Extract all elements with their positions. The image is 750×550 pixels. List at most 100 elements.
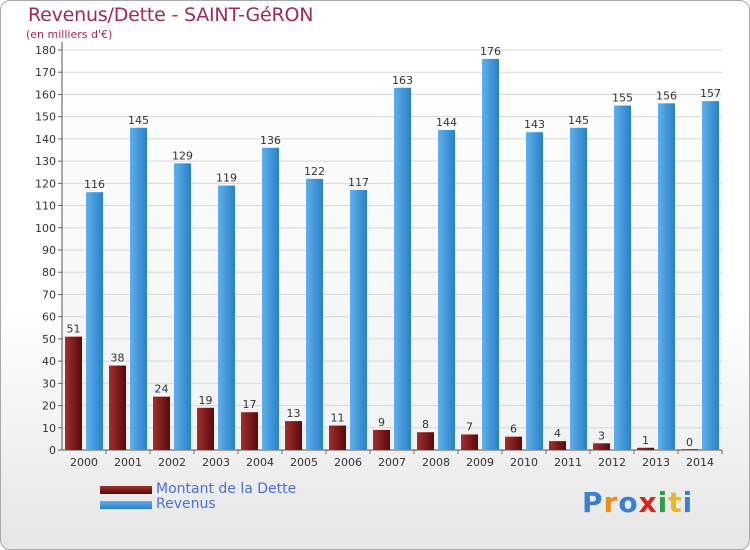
x-tick-label: 2012	[598, 456, 626, 469]
data-label-debt: 6	[510, 423, 517, 436]
x-tick-label: 2003	[202, 456, 230, 469]
data-label-debt: 17	[243, 398, 257, 411]
logo-letter: r	[603, 486, 619, 519]
x-tick-label: 2013	[642, 456, 670, 469]
y-tick-label: 140	[35, 133, 56, 146]
logo-letter: i	[682, 486, 694, 519]
bar-revenue-2003	[218, 185, 235, 451]
bar-revenue-2001	[130, 127, 147, 451]
bar-debt-2003	[197, 407, 214, 450]
logo-letter: x	[638, 486, 658, 519]
bar-debt-2012	[593, 443, 610, 450]
data-label-revenue: 163	[392, 74, 413, 87]
data-label-revenue: 145	[568, 114, 589, 127]
data-label-revenue: 129	[172, 149, 193, 162]
bar-revenue-2000	[86, 192, 103, 450]
y-tick-label: 90	[42, 244, 56, 257]
logo-letter: i	[657, 486, 669, 519]
legend-label-debt: Montant de la Dette	[156, 481, 297, 497]
bar-debt-2014	[681, 449, 698, 450]
bar-revenue-2009	[482, 58, 499, 451]
x-tick-label: 2005	[290, 456, 318, 469]
bar-debt-2000	[65, 336, 82, 450]
bar-revenue-2010	[526, 132, 543, 450]
bar-debt-2001	[109, 365, 126, 450]
data-label-revenue: 143	[524, 118, 545, 131]
data-label-debt: 7	[466, 420, 473, 433]
data-label-revenue: 156	[656, 89, 677, 102]
y-tick-label: 110	[35, 200, 56, 213]
y-tick-label: 170	[35, 66, 56, 79]
bar-debt-2009	[461, 434, 478, 450]
data-label-revenue: 117	[348, 176, 369, 189]
bar-revenue-2011	[570, 127, 587, 451]
x-tick-label: 2001	[114, 456, 142, 469]
y-tick-label: 50	[42, 333, 56, 346]
y-tick-label: 130	[35, 155, 56, 168]
y-tick-label: 10	[42, 422, 56, 435]
legend-swatch-debt	[100, 486, 152, 494]
data-label-debt: 38	[111, 352, 125, 365]
axis-layer: 0102030405060708090100110120130140150160…	[35, 42, 723, 469]
y-tick-label: 30	[42, 377, 56, 390]
x-tick-label: 2008	[422, 456, 450, 469]
logo-letter: o	[618, 486, 639, 519]
logo-letter: P	[582, 486, 604, 519]
data-label-debt: 8	[422, 418, 429, 431]
legend-swatch-revenue	[100, 501, 152, 509]
y-tick-label: 80	[42, 266, 56, 279]
data-label-revenue: 136	[260, 134, 281, 147]
bar-revenue-2002	[174, 163, 191, 451]
x-tick-label: 2007	[378, 456, 406, 469]
x-tick-label: 2014	[686, 456, 714, 469]
data-label-revenue: 122	[304, 165, 325, 178]
data-label-debt: 11	[331, 412, 345, 425]
bar-debt-2004	[241, 412, 258, 450]
data-label-revenue: 145	[128, 114, 149, 127]
data-label-debt: 9	[378, 416, 385, 429]
x-tick-label: 2010	[510, 456, 538, 469]
bar-revenue-2007	[394, 87, 411, 451]
bar-debt-2007	[373, 430, 390, 450]
bar-revenue-2005	[306, 178, 323, 450]
data-label-debt: 4	[554, 427, 561, 440]
x-tick-label: 2002	[158, 456, 186, 469]
bar-debt-2002	[153, 396, 170, 450]
data-label-debt: 1	[642, 434, 649, 447]
data-label-debt: 51	[67, 323, 81, 336]
bar-debt-2008	[417, 432, 434, 450]
data-label-revenue: 116	[84, 178, 105, 191]
x-tick-label: 2011	[554, 456, 582, 469]
y-tick-label: 20	[42, 400, 56, 413]
legend-label-revenue: Revenus	[156, 496, 216, 512]
bar-revenue-2008	[438, 130, 455, 450]
bar-revenue-2004	[262, 147, 279, 450]
x-tick-label: 2006	[334, 456, 362, 469]
y-tick-label: 180	[35, 44, 56, 57]
logo-letter: t	[668, 486, 683, 519]
data-label-debt: 0	[686, 436, 693, 449]
bar-debt-2005	[285, 421, 302, 450]
bar-revenue-2012	[614, 105, 631, 451]
data-label-debt: 19	[199, 394, 213, 407]
x-tick-label: 2000	[70, 456, 98, 469]
data-label-revenue: 119	[216, 172, 237, 185]
y-tick-label: 150	[35, 111, 56, 124]
y-tick-label: 120	[35, 177, 56, 190]
bar-debt-2011	[549, 441, 566, 450]
data-label-revenue: 155	[612, 92, 633, 105]
bar-revenue-2014	[702, 101, 719, 450]
labels-layer: 5111638145241291911917136131221111791638…	[67, 45, 722, 449]
proxiti-logo: Proxiti	[582, 486, 693, 519]
y-tick-label: 60	[42, 311, 56, 324]
x-tick-label: 2004	[246, 456, 274, 469]
data-label-revenue: 176	[480, 45, 501, 58]
grid-layer	[62, 49, 722, 451]
y-tick-label: 100	[35, 222, 56, 235]
data-label-revenue: 144	[436, 116, 457, 129]
y-tick-label: 160	[35, 88, 56, 101]
data-label-debt: 24	[155, 383, 169, 396]
bar-debt-2010	[505, 436, 522, 450]
bar-debt-2006	[329, 425, 346, 450]
